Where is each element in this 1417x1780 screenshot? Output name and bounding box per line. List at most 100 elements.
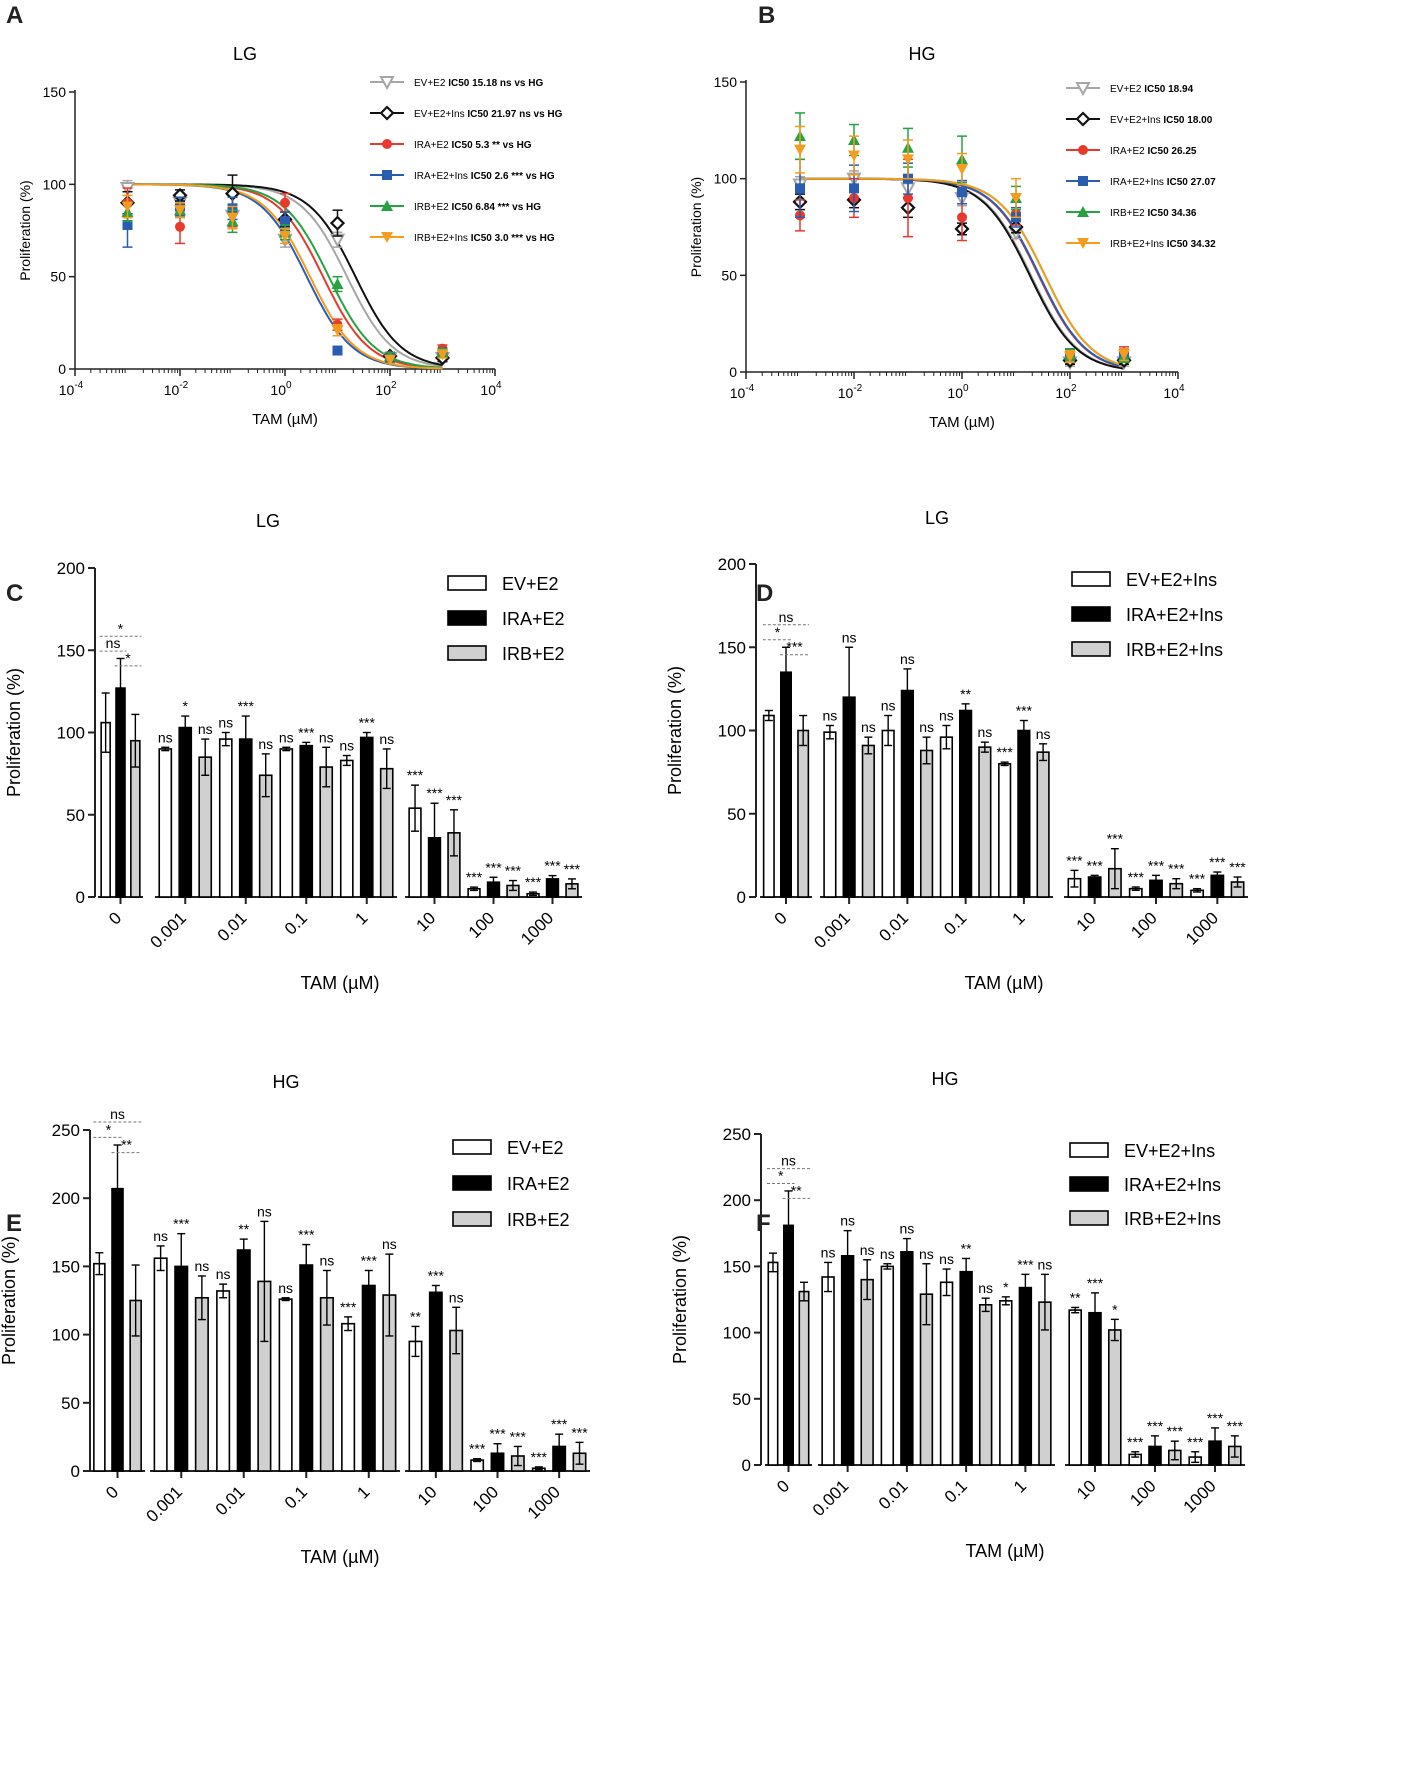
- x-tick-label: 10-2: [838, 383, 863, 401]
- legend-entry: EV+E2: [502, 574, 559, 594]
- significance-label: ***: [1087, 1275, 1104, 1291]
- significance-label: **: [238, 1221, 249, 1237]
- bar: [978, 746, 992, 898]
- y-axis-label: Proliferation (%): [670, 1235, 690, 1364]
- significance-label: ns: [279, 729, 294, 745]
- legend-entry: IRB+E2+Ins: [1124, 1209, 1221, 1229]
- x-tick-label: 1: [353, 1482, 373, 1502]
- legend-entry: IRB+E2: [502, 644, 565, 664]
- significance-label: ns: [842, 629, 857, 645]
- panel-b: B HG 0 50 100 150 10-4 10-2 100 102 104 TAM (µM) Pr…: [688, 0, 1417, 520]
- significance-label: *: [183, 698, 189, 714]
- significance-label: ***: [359, 715, 376, 731]
- significance-label: **: [961, 1240, 972, 1256]
- bar: [860, 1278, 874, 1466]
- comparison-label: ns: [779, 609, 794, 625]
- significance-label: ***: [544, 858, 561, 874]
- y-tick-label: 50: [727, 805, 746, 824]
- bar: [216, 1290, 231, 1472]
- significance-label: ns: [840, 1213, 855, 1229]
- legend-entry: EV+E2 IC50 18.94: [1110, 84, 1194, 95]
- x-tick-label: 10-2: [164, 380, 189, 398]
- significance-label: ns: [194, 1258, 209, 1274]
- chart-title: HG: [909, 44, 936, 64]
- legend-entry: IRB+E2+Ins IC50 3.0 *** vs HG: [414, 233, 555, 244]
- significance-label: ns: [382, 1236, 397, 1252]
- data-point: [1064, 351, 1076, 363]
- significance-label: ***: [510, 1428, 527, 1444]
- significance-label: ns: [153, 1228, 168, 1244]
- x-tick-label: 104: [1163, 383, 1185, 401]
- chart-a: LG 0 50 100 150 10-4 10-2 100 102 104 TAM (µM) Prol…: [17, 44, 563, 428]
- significance-label: ***: [1017, 1256, 1034, 1272]
- data-point: [331, 325, 344, 337]
- y-axis-label: Proliferation (%): [665, 666, 685, 795]
- y-tick-label: 150: [43, 84, 67, 100]
- x-tick-label: 1: [351, 908, 371, 928]
- y-tick-label: 150: [718, 638, 746, 657]
- panel-e: E HG 0 50 100 150 200 250 Proliferation (%) 0 0.0…: [0, 1072, 720, 1780]
- significance-label: ns: [198, 721, 213, 737]
- bar: [840, 1255, 855, 1466]
- y-tick-label: 250: [52, 1121, 80, 1140]
- comparison-label: *: [118, 620, 124, 636]
- x-tick-label: 1000: [1182, 908, 1222, 948]
- x-tick-label: 0.1: [941, 1476, 971, 1506]
- significance-label: ***: [1148, 857, 1165, 873]
- data-point: [794, 144, 806, 156]
- y-tick-label: 100: [43, 176, 67, 192]
- comparison-label: ***: [786, 639, 803, 655]
- significance-label: ***: [238, 698, 255, 714]
- legend-swatch: [1071, 571, 1111, 587]
- significance-label: ns: [1038, 1256, 1053, 1272]
- y-tick-label: 150: [57, 641, 85, 660]
- significance-label: ns: [258, 736, 273, 752]
- data-point: [902, 154, 914, 166]
- data-point: [279, 231, 291, 243]
- bar: [299, 1264, 314, 1472]
- x-tick-label: 0.001: [143, 1482, 187, 1526]
- bar: [361, 1284, 376, 1472]
- legend-marker: [1078, 145, 1088, 155]
- significance-label: ***: [1066, 852, 1083, 868]
- y-tick-label: 0: [729, 364, 737, 380]
- y-tick-label: 150: [723, 1257, 751, 1276]
- x-tick-label: 10: [414, 1482, 441, 1509]
- x-tick-label: 0.1: [281, 908, 311, 938]
- significance-label: **: [410, 1308, 421, 1324]
- legend-entry: IRA+E2: [502, 609, 565, 629]
- bar: [1017, 729, 1031, 898]
- comparison-label: *: [106, 1121, 112, 1137]
- bar: [919, 749, 934, 898]
- legend-entry: IRB+E2+Ins: [1126, 640, 1223, 660]
- significance-label: ns: [821, 1244, 836, 1260]
- legend-marker: [381, 232, 393, 243]
- y-tick-label: 100: [57, 724, 85, 743]
- legend-swatch: [447, 575, 487, 591]
- y-tick-label: 50: [732, 1390, 751, 1409]
- y-tick-label: 0: [58, 361, 66, 377]
- legend-swatch: [1069, 1176, 1109, 1192]
- significance-label: ***: [446, 792, 463, 808]
- bar: [198, 756, 213, 898]
- x-tick-label: 100: [270, 380, 292, 398]
- significance-label: ***: [1207, 1410, 1224, 1426]
- legend-entry: IRB+E2 IC50 6.84 *** vs HG: [414, 202, 541, 213]
- significance-label: ***: [551, 1416, 568, 1432]
- data-point: [331, 278, 344, 290]
- significance-label: ***: [485, 859, 502, 875]
- data-point: [795, 183, 805, 194]
- x-tick-label: 0: [773, 1476, 793, 1496]
- significance-label: ***: [1127, 1434, 1144, 1450]
- legend-entry: IRA+E2+Ins IC50 2.6 *** vs HG: [414, 171, 555, 182]
- legend-entry: EV+E2 IC50 15.18 ns vs HG: [414, 78, 543, 89]
- data-point: [332, 345, 343, 356]
- significance-label: ***: [1187, 1434, 1204, 1450]
- data-point: [1010, 193, 1022, 204]
- y-tick-label: 0: [71, 1462, 80, 1481]
- chart-e: HG 0 50 100 150 200 250 Proliferation (%) 0 0.001…: [0, 1072, 590, 1567]
- panel-label-c: C: [6, 580, 24, 607]
- significance-label: ns: [1036, 726, 1051, 742]
- x-axis-label: TAM (µM): [300, 973, 379, 993]
- bar: [153, 1257, 168, 1472]
